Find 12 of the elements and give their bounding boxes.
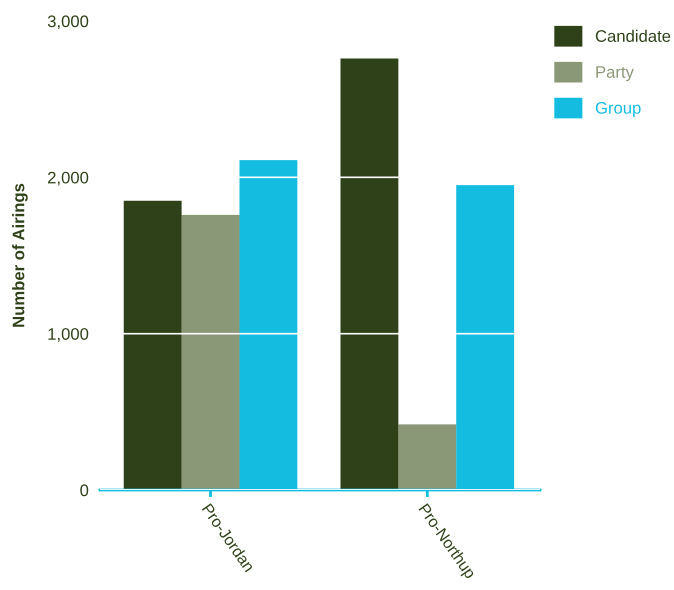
legend-label: Candidate: [596, 30, 670, 42]
y-tick-label: 3,000: [48, 15, 88, 30]
y-tick-label: 0: [80, 484, 88, 496]
bar: [124, 200, 182, 490]
y-axis-title: Number of Airings: [12, 184, 28, 327]
y-tick-label: 1,000: [48, 328, 88, 342]
bar: [340, 58, 398, 490]
y-tick-label: 2,000: [48, 172, 88, 186]
bar: [182, 214, 240, 490]
legend-label: Group: [596, 102, 641, 118]
bar: [398, 424, 456, 490]
legend-label: Party: [596, 66, 634, 82]
